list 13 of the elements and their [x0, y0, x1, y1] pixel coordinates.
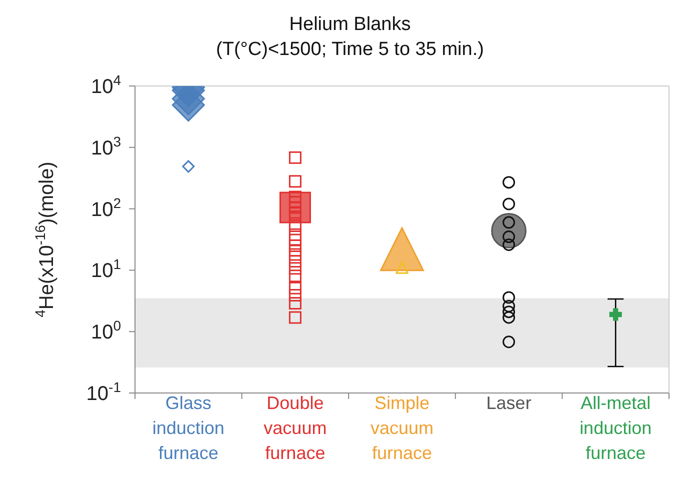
y-tick-label: 10$^{1}$	[90, 256, 122, 282]
x-tick-label: Simple vacuum furnace	[370, 393, 434, 463]
y-tick-label: 10$^{-1}$	[86, 379, 122, 405]
x-tick-label: Laser	[486, 393, 532, 413]
y-tick-label: 10$^{0}$	[90, 318, 122, 344]
x-tick-label: Double vacuum furnace	[264, 393, 327, 463]
y-tick-label: 10$^{2}$	[90, 194, 122, 221]
y-tick-label: 10$^{3}$	[90, 133, 122, 160]
x-tick-label: All-metal induction furnace	[580, 393, 652, 463]
chart-title: Helium Blanks	[288, 13, 412, 37]
x-tick-label: Glass induction furnace	[152, 393, 224, 463]
chart-subtitle: (T(°C)<1500; Time 5 to 35 min.)	[215, 38, 485, 62]
y-tick-label: 10$^{4}$	[90, 72, 122, 98]
